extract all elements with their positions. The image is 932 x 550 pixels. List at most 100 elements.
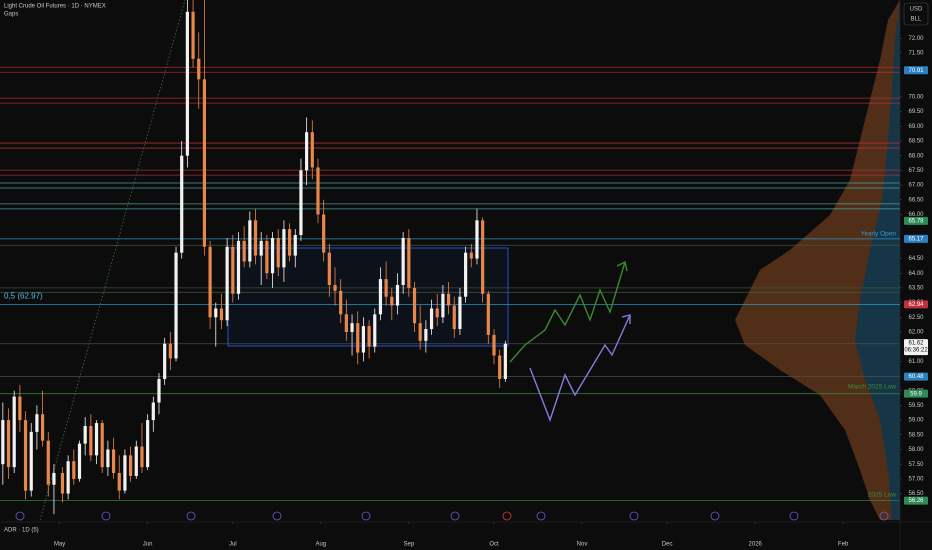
projection-purple (529, 314, 631, 423)
x-tick-label: Oct (489, 542, 499, 548)
candle-body (219, 308, 224, 321)
price-label: 62.94 (908, 302, 924, 308)
candle-body (435, 308, 439, 318)
price-label: 70.91 (908, 68, 924, 74)
candle-body (60, 472, 65, 494)
price-label: 65.17 (908, 236, 924, 242)
y-tick-label: 59.50 (908, 403, 924, 409)
candle-body (174, 252, 178, 359)
candle-body (140, 446, 144, 468)
candle-body (287, 229, 292, 256)
x-tick-label: Sep (403, 542, 414, 548)
y-tick-label: 68.00 (908, 153, 924, 159)
candle-body (106, 449, 110, 468)
candle-body (418, 323, 422, 341)
price-label-box (904, 339, 928, 356)
candle-body (146, 420, 150, 468)
candle-body (452, 305, 456, 330)
price-label: 56.26 (908, 498, 924, 504)
countdown: 06:36:22 (904, 348, 928, 354)
candle-body (35, 414, 39, 432)
candle-body (333, 284, 337, 291)
candle-body (424, 329, 428, 341)
candle-body (469, 252, 473, 259)
price-label: 59.9 (910, 391, 922, 397)
candle-body (464, 252, 468, 297)
candle-body (236, 240, 241, 294)
price-label-box (904, 496, 928, 505)
candle-body (52, 472, 56, 485)
candle-body (83, 425, 87, 444)
y-tick-label: 57.50 (908, 462, 924, 468)
candle-body (231, 246, 235, 294)
candle-body (282, 229, 286, 268)
candle-body (111, 449, 116, 473)
candle-body (23, 420, 28, 491)
price-label-box (904, 216, 928, 225)
annotation: March 2025 Low (848, 383, 896, 390)
y-tick-label: 62.50 (908, 315, 924, 321)
x-tick-label: May (54, 542, 65, 548)
candle-body (367, 326, 371, 347)
y-tick-label: 66.00 (908, 212, 924, 218)
candle-body (66, 461, 70, 494)
candle-body (117, 472, 121, 491)
candle-body (305, 132, 309, 171)
candle-body (293, 235, 297, 256)
y-tick-label: 56.50 (908, 491, 924, 497)
x-tick-label: Jul (229, 542, 237, 548)
candle-body (208, 246, 212, 318)
arrow-head (616, 260, 628, 272)
price-label: 65.78 (908, 219, 924, 225)
candle-body (185, 11, 189, 156)
candle-body (446, 293, 451, 306)
candle-body (6, 420, 11, 468)
candle-body (128, 455, 133, 476)
x-tick-label: Jun (143, 542, 153, 548)
axes: 56.5057.0057.5058.0058.5059.0059.5060.00… (4, 36, 928, 548)
candle-body (356, 323, 360, 353)
price-label: 60.48 (908, 374, 924, 380)
candle-body (253, 220, 258, 256)
candle-body (316, 167, 320, 215)
candle-body (202, 79, 207, 247)
candle-body (310, 132, 314, 168)
candle-body (18, 396, 22, 421)
candle-body (276, 237, 280, 268)
unit-box[interactable] (903, 2, 929, 26)
candle-body (259, 240, 263, 256)
candle-body (265, 240, 269, 274)
candle-body (123, 455, 127, 491)
candle-body (134, 446, 138, 476)
y-tick-label: 70.00 (908, 95, 924, 101)
candle-body (1, 420, 5, 465)
candle-body (498, 355, 502, 379)
y-tick-label: 67.00 (908, 183, 924, 189)
event-markers (15, 511, 889, 521)
levels (0, 66, 900, 502)
candle-body (339, 290, 343, 315)
x-tick-label: Feb (838, 542, 849, 548)
volume-profile (735, 0, 900, 520)
x-tick-label: Nov (577, 542, 588, 548)
price-label-box (904, 372, 928, 381)
unit: BLL (911, 17, 922, 23)
y-tick-label: 67.50 (908, 168, 924, 174)
candle-body (12, 396, 16, 468)
x-tick-label: 2026 (749, 542, 763, 548)
y-tick-label: 69.00 (908, 124, 924, 130)
candle-body (180, 155, 184, 253)
y-tick-label: 72.00 (908, 36, 924, 42)
price-label-box (904, 66, 928, 75)
y-tick-label: 68.50 (908, 139, 924, 145)
candle-body (248, 220, 252, 262)
x-tick-label: Aug (315, 542, 326, 548)
chart-title: Light Crude Oil Futures · 1D · NYMEX (4, 4, 106, 10)
candle-body (503, 343, 507, 379)
annotation: 0,5 (62.97) (4, 292, 43, 301)
candle-body (407, 237, 411, 288)
candle-body (486, 293, 490, 335)
candle-body (429, 308, 434, 330)
candle-body (361, 326, 366, 353)
